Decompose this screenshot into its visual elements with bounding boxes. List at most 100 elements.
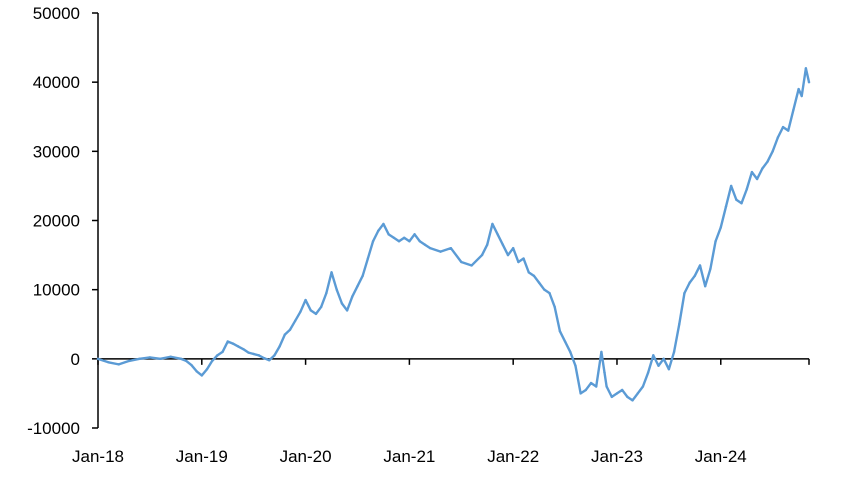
data-point: [615, 392, 619, 395]
data-point: [345, 309, 349, 312]
data-point: [735, 198, 738, 201]
data-point: [537, 281, 541, 284]
x-tick-label: Jan-19: [176, 447, 228, 466]
plot-area: [96, 67, 811, 402]
data-point: [771, 150, 774, 153]
data-point: [787, 129, 790, 132]
data-point: [804, 67, 808, 70]
y-tick-label: 30000: [33, 142, 80, 161]
y-tick-label: 0: [71, 350, 80, 369]
data-point: [543, 288, 546, 291]
y-tick-label: 50000: [33, 4, 80, 23]
data-point: [470, 264, 473, 267]
data-point: [548, 291, 551, 295]
data-point: [766, 160, 769, 163]
data-point: [584, 388, 588, 392]
data-point: [107, 361, 110, 364]
data-point: [579, 392, 582, 395]
data-point: [299, 310, 302, 313]
data-point: [304, 298, 307, 302]
data-point: [522, 257, 525, 260]
data-point: [309, 309, 312, 312]
data-point: [179, 357, 183, 361]
data-point: [413, 233, 416, 236]
data-point: [205, 368, 209, 371]
data-point: [159, 357, 162, 361]
data-point: [351, 295, 354, 298]
data-point: [283, 333, 287, 336]
data-point: [636, 392, 639, 395]
data-point: [96, 357, 100, 361]
data-point: [268, 359, 271, 362]
data-point: [719, 226, 722, 229]
data-point: [652, 354, 655, 357]
data-point: [797, 87, 800, 91]
data-point: [662, 357, 665, 361]
data-point: [377, 229, 380, 233]
data-point: [340, 302, 344, 305]
data-point: [397, 240, 401, 243]
data-point: [610, 395, 613, 399]
data-point: [792, 108, 795, 112]
data-point: [392, 236, 396, 239]
data-point: [496, 233, 499, 236]
data-point: [200, 374, 203, 377]
data-point: [667, 368, 671, 371]
data-point: [750, 170, 754, 174]
data-point: [641, 385, 645, 388]
data-point: [781, 125, 785, 129]
y-tick-label: 10000: [33, 281, 80, 300]
data-point: [527, 271, 530, 274]
data-point: [620, 388, 624, 392]
data-point: [595, 385, 598, 388]
data-point: [226, 340, 229, 343]
data-point: [678, 323, 681, 326]
data-point: [517, 260, 520, 264]
data-point: [603, 371, 606, 374]
series-line: [96, 67, 811, 402]
data-point: [704, 285, 707, 288]
data-point: [714, 240, 717, 243]
data-point: [242, 347, 245, 351]
data-point: [117, 363, 120, 366]
data-point: [408, 240, 411, 243]
data-point: [626, 395, 629, 399]
data-point: [506, 253, 510, 257]
x-tick-label: Jan-20: [280, 447, 332, 466]
data-point: [657, 364, 660, 367]
data-point: [558, 329, 562, 333]
data-point: [195, 370, 198, 373]
x-tick-label: Jan-24: [695, 447, 747, 466]
data-point: [185, 359, 188, 363]
data-point: [693, 274, 697, 278]
data-point: [428, 246, 432, 250]
data-point: [216, 354, 219, 357]
data-point: [262, 356, 266, 360]
data-point: [729, 184, 733, 188]
data-point: [169, 355, 172, 358]
data-point: [439, 250, 442, 253]
data-point: [460, 260, 463, 264]
data-point: [553, 305, 556, 309]
data-point: [325, 291, 328, 295]
data-point: [761, 167, 764, 170]
data-point: [210, 359, 214, 363]
data-point: [273, 354, 276, 357]
x-tick-label: Jan-23: [591, 447, 643, 466]
x-tick-label: Jan-22: [487, 447, 539, 466]
data-point: [672, 350, 676, 354]
data-point: [294, 319, 297, 322]
data-point: [330, 271, 333, 274]
y-tick-label: -10000: [27, 419, 80, 438]
axes: [97, 13, 809, 428]
data-point: [366, 257, 370, 260]
data-point: [221, 350, 224, 354]
data-point: [403, 236, 406, 239]
data-point: [745, 188, 748, 191]
data-point: [511, 246, 515, 250]
data-point: [589, 381, 593, 385]
data-point: [423, 243, 427, 246]
data-point: [319, 305, 323, 309]
data-point: [138, 357, 141, 361]
data-point: [288, 328, 292, 331]
